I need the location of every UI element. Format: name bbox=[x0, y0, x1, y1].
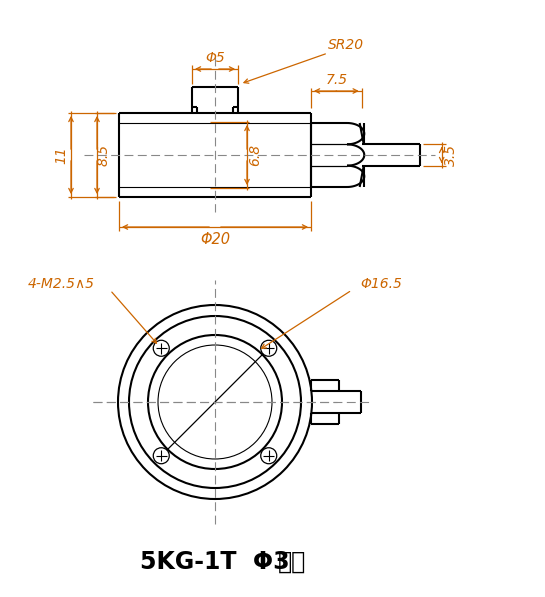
Text: Φ5: Φ5 bbox=[205, 51, 225, 65]
Text: 6.8: 6.8 bbox=[248, 144, 262, 166]
Text: 8.5: 8.5 bbox=[97, 144, 111, 166]
Text: Φ20: Φ20 bbox=[200, 232, 230, 247]
Text: 4-M2.5∧5: 4-M2.5∧5 bbox=[28, 277, 95, 291]
Text: 11: 11 bbox=[54, 146, 68, 164]
Text: SR20: SR20 bbox=[328, 38, 364, 52]
Text: 3.5: 3.5 bbox=[444, 144, 458, 166]
Text: Φ16.5: Φ16.5 bbox=[360, 277, 402, 291]
Text: 7.5: 7.5 bbox=[325, 73, 347, 87]
Text: 5KG-1T  Φ3: 5KG-1T Φ3 bbox=[140, 550, 290, 574]
Text: 出线: 出线 bbox=[278, 550, 306, 574]
